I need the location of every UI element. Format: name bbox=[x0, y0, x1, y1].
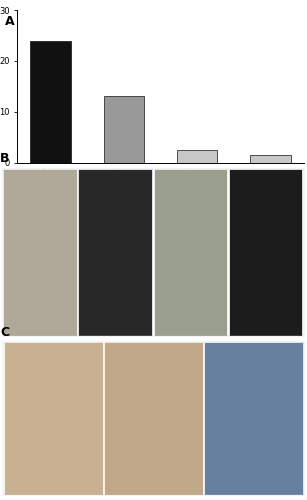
Bar bbox=[104, 96, 144, 162]
FancyBboxPatch shape bbox=[104, 342, 203, 495]
FancyBboxPatch shape bbox=[154, 169, 227, 336]
Bar bbox=[250, 155, 290, 162]
FancyBboxPatch shape bbox=[3, 169, 77, 336]
Text: A: A bbox=[5, 14, 14, 28]
FancyBboxPatch shape bbox=[204, 342, 303, 495]
Text: B: B bbox=[0, 152, 10, 166]
FancyBboxPatch shape bbox=[229, 169, 302, 336]
FancyBboxPatch shape bbox=[4, 342, 103, 495]
Bar bbox=[177, 150, 217, 162]
FancyBboxPatch shape bbox=[78, 169, 152, 336]
Text: Post-DBS: Post-DBS bbox=[178, 203, 216, 212]
Text: C: C bbox=[0, 326, 9, 340]
Bar bbox=[30, 40, 71, 162]
